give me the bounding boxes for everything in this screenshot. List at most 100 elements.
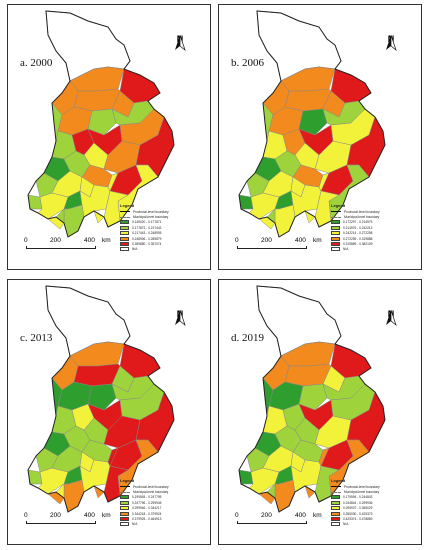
legend-class-range: 0.319889 - 0.382109 (343, 242, 373, 247)
legend-class-range: 0.247796 - 0.299945 (132, 500, 162, 505)
legend-municipal-swatch (331, 216, 341, 218)
scale-bar: 0 200 400 km (22, 512, 122, 535)
legend-class-range: 0.299937 - 0.355029 (343, 506, 373, 511)
legend-na-swatch (120, 247, 129, 252)
scale-unit: km (313, 512, 322, 519)
legend-class: 0.248906 - 0.289879 (120, 236, 208, 241)
legend-class-range: 0.379925 - 0.464913 (132, 517, 162, 522)
scale-bar: 0 200 400 km (22, 237, 122, 260)
scale-tick-label: 0 (235, 237, 239, 244)
legend-na-swatch (331, 522, 340, 527)
legend-class-swatch (120, 225, 129, 230)
legend-class: 0.299937 - 0.355029 (331, 506, 419, 511)
legend-class-swatch (331, 506, 340, 511)
legend-class-swatch (331, 225, 340, 230)
municipal-region (298, 108, 328, 136)
scale-tick-label: 400 (295, 512, 306, 519)
choropleth-map (27, 10, 175, 238)
legend-class-range: 0.248906 - 0.289879 (132, 236, 162, 241)
municipal-region (248, 192, 280, 220)
legend-class-swatch (331, 500, 340, 505)
legend-provincial: Provincial-level boundary (120, 209, 208, 214)
legend-na: N/A (120, 247, 208, 252)
scale-unit: km (313, 237, 322, 244)
legend-class: 0.247796 - 0.299945 (120, 500, 208, 505)
legend: Legend Provincial-level boundary Municipal… (120, 203, 208, 252)
municipal-region (37, 192, 69, 220)
panel-label: c. 2013 (20, 332, 53, 344)
legend-class: 0.177872 - 0.217442 (120, 225, 208, 230)
legend-class: 0.145020 - 0.177871 (120, 220, 208, 225)
north-arrow-icon: N (384, 310, 398, 326)
municipal-region (107, 172, 119, 192)
scale-tick-label: 0 (24, 512, 28, 519)
scale-tick-label: 400 (84, 237, 95, 244)
legend-na-swatch (120, 522, 129, 527)
provincial-boundary (238, 10, 386, 238)
municipal-region (93, 485, 105, 499)
municipal-region (107, 447, 119, 467)
legend-class-range: 0.177872 - 0.217442 (132, 225, 162, 230)
legend-na-text: N/A (343, 522, 349, 527)
legend-municipal-swatch (331, 491, 341, 493)
legend-na-swatch (331, 247, 340, 252)
legend-provincial-text: Provincial-level boundary (344, 484, 380, 489)
legend-class-swatch (120, 511, 129, 516)
legend-class: 0.217443 - 0.248905 (120, 231, 208, 236)
legend-class-range: 0.172297 - 0.214975 (343, 220, 373, 225)
legend-class: 0.242214 - 0.272258 (331, 231, 419, 236)
legend-municipal: Municipal-level boundary (331, 214, 419, 219)
municipal-region (87, 108, 117, 136)
scale-tick-label: 200 (261, 512, 272, 519)
legend-municipal-text: Municipal-level boundary (133, 490, 169, 495)
legend-na: N/A (331, 247, 419, 252)
legend-class-swatch (120, 220, 129, 225)
panel-label: d. 2019 (231, 332, 264, 344)
legend-title: Legend (331, 478, 346, 483)
legend-na: N/A (120, 522, 208, 527)
legend-class-range: 0.214976 - 0.242213 (343, 225, 373, 230)
municipal-region (37, 467, 69, 495)
scale-tick-label: 400 (84, 512, 95, 519)
legend-class-swatch (331, 517, 340, 522)
provincial-boundary (27, 10, 175, 238)
scale-bar-line (237, 521, 307, 524)
legend-provincial: Provincial-level boundary (331, 484, 419, 489)
legend-class-swatch (331, 231, 340, 236)
legend-class-range: 0.272259 - 0.319888 (343, 236, 373, 241)
legend-na-text: N/A (343, 247, 349, 252)
legend-title: Legend (120, 203, 135, 208)
legend-provincial-swatch (331, 211, 341, 213)
choropleth-map (238, 285, 386, 513)
legend-class-swatch (120, 506, 129, 511)
legend-class: 0.379925 - 0.464913 (120, 516, 208, 522)
scale-tick-label: 200 (50, 512, 61, 519)
municipal-region (318, 172, 330, 192)
scale-tick-label: 200 (50, 237, 61, 244)
legend: Legend Provincial-level boundary Municipal… (331, 478, 419, 527)
north-arrow-shape (386, 310, 397, 326)
legend: Legend Provincial-level boundary Municipal… (120, 478, 208, 527)
choropleth-map (27, 285, 175, 513)
legend-class: 0.425374 - 0.478869 (331, 516, 419, 522)
legend-class-range: 0.355030 - 0.425373 (343, 511, 373, 516)
municipal-region (304, 485, 316, 499)
municipal-region (248, 467, 280, 495)
legend-na-text: N/A (132, 247, 138, 252)
legend-class: 0.199545 - 0.247795 (120, 495, 208, 500)
legend-municipal: Municipal-level boundary (331, 489, 419, 494)
legend-provincial: Provincial-level boundary (331, 209, 419, 214)
north-arrow-icon: N (173, 35, 187, 51)
legend-na: N/A (331, 522, 419, 527)
legend-provincial-swatch (331, 486, 341, 488)
panel-label: b. 2006 (231, 57, 264, 69)
legend-class-range: 0.145020 - 0.177871 (132, 220, 162, 225)
legend-class-range: 0.425374 - 0.478869 (343, 517, 373, 522)
legend-class-swatch (120, 500, 129, 505)
legend-provincial-text: Provincial-level boundary (133, 484, 169, 489)
legend-class: 0.244844 - 0.299936 (331, 500, 419, 505)
north-arrow-shape (175, 35, 186, 51)
